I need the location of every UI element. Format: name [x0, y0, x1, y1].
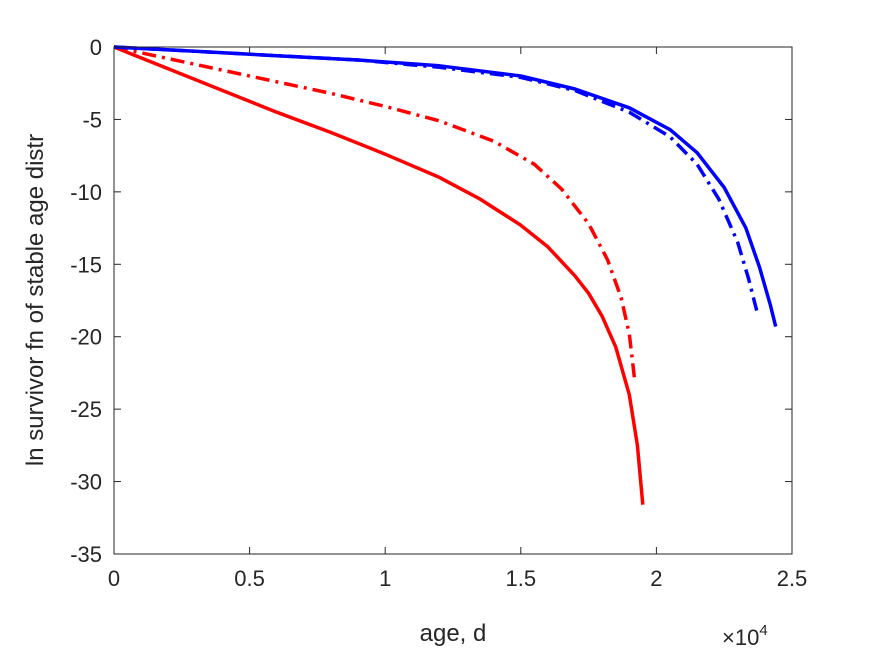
x-axis-title: age, d — [420, 620, 487, 647]
y-tick-label: -25 — [70, 397, 102, 422]
series-line-3 — [113, 45, 778, 328]
y-tick-label: -5 — [82, 107, 102, 132]
x-tick-label: 0 — [108, 566, 120, 591]
series-line-2 — [113, 45, 637, 381]
y-tick-label: -15 — [70, 252, 102, 277]
x-axis-exponent: ×104 — [722, 622, 768, 650]
x-tick-label: 1 — [379, 566, 391, 591]
y-tick-label: -30 — [70, 470, 102, 495]
y-axis-title: ln survivor fn of stable age distr — [22, 134, 49, 466]
series-layer — [113, 45, 778, 505]
series-line-1 — [113, 45, 645, 505]
axes-layer — [113, 46, 793, 555]
y-tick-label: 0 — [90, 35, 102, 60]
plot-area-frame — [113, 46, 793, 555]
x-exponent-power: 4 — [759, 622, 767, 639]
y-tick-label: -10 — [70, 180, 102, 205]
y-tick-label: -35 — [70, 542, 102, 567]
x-tick-label: 2.5 — [777, 566, 808, 591]
x-tick-label: 0.5 — [234, 566, 265, 591]
x-tick-label: 1.5 — [506, 566, 537, 591]
y-tick-label: -20 — [70, 325, 102, 350]
x-tick-label: 2 — [650, 566, 662, 591]
ticks-layer: 0 0.5 1 1.5 2 2.5 0 -5 -10 -15 -20 -25 -30 -35 — [70, 35, 807, 591]
x-exponent-base: ×10 — [722, 625, 759, 650]
series-line-4 — [113, 45, 759, 312]
